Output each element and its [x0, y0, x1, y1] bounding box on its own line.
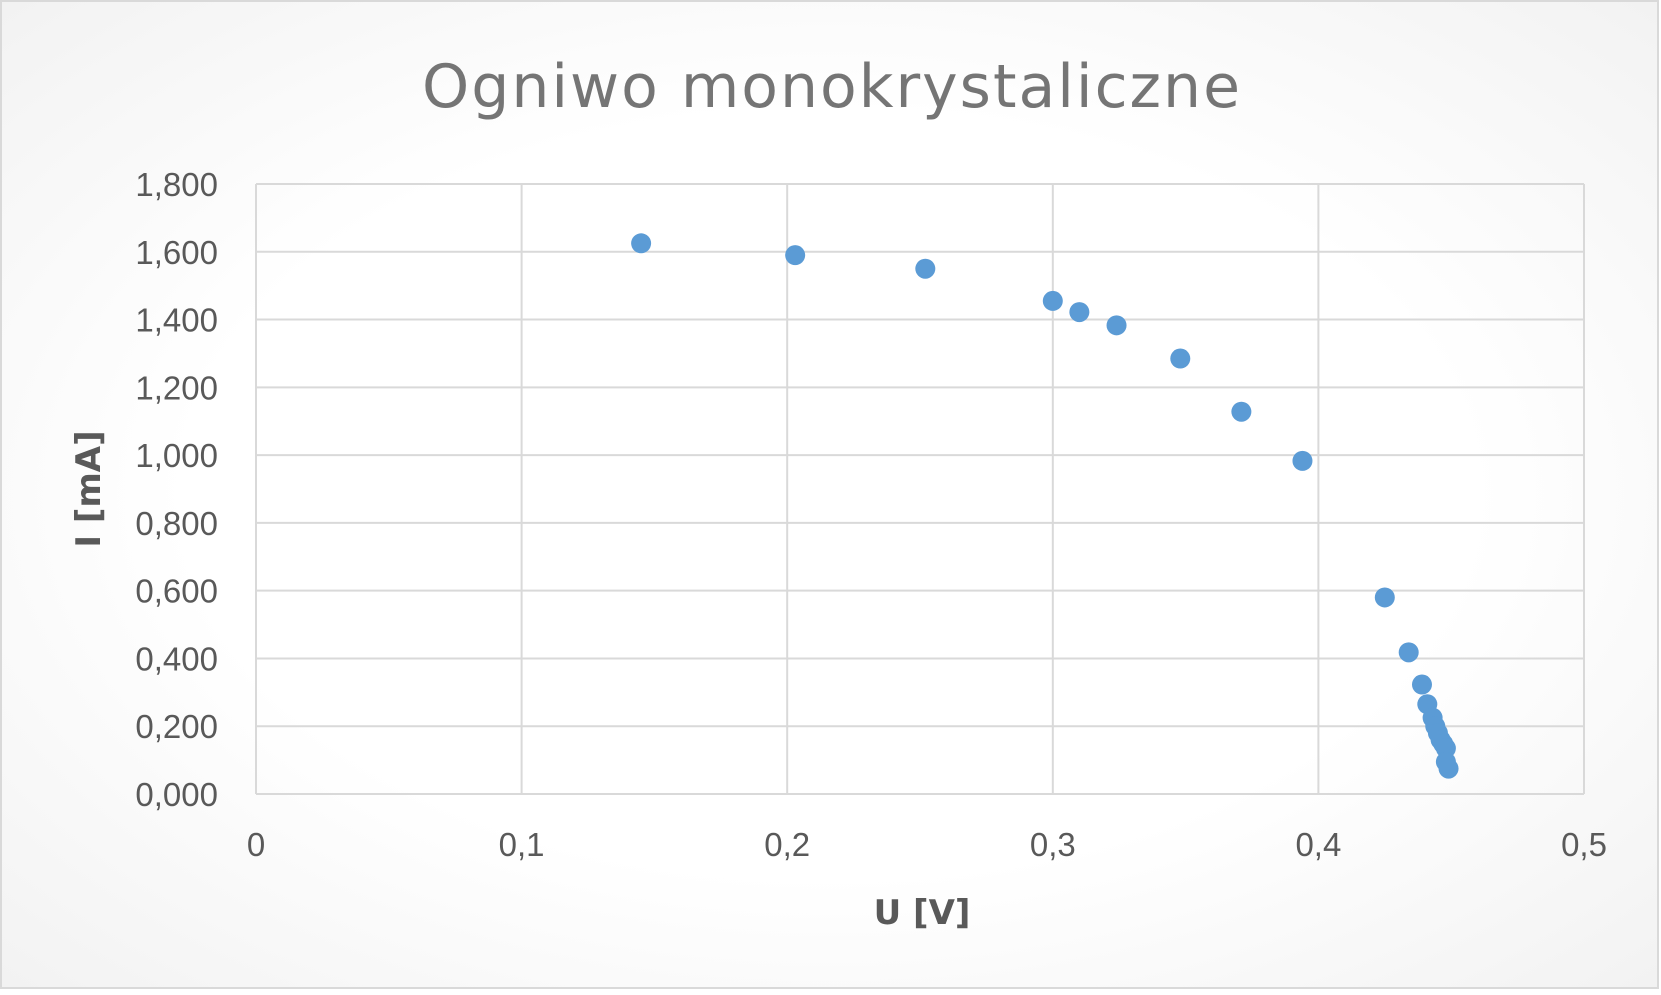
- data-point: [1374, 587, 1395, 608]
- x-axis-title: U [V]: [874, 893, 971, 933]
- y-tick-label: 0,600: [135, 573, 218, 610]
- y-tick-labels: 0,000 0,200 0,400 0,600 0,800 1,000 1,200 1,400…: [135, 166, 218, 813]
- x-tick-label: 0,3: [1030, 826, 1076, 863]
- data-point: [1170, 348, 1191, 369]
- x-tick-label: 0,1: [499, 826, 545, 863]
- data-point: [785, 245, 806, 266]
- y-tick-label: 1,400: [135, 302, 218, 339]
- x-tick-label: 0,2: [764, 826, 810, 863]
- x-tick-label: 0: [247, 826, 265, 863]
- chart-title: Ogniwo monokrystaliczne: [422, 52, 1242, 122]
- data-point: [1106, 315, 1127, 336]
- y-axis-title: I [mA]: [69, 430, 109, 547]
- y-tick-label: 0,800: [135, 505, 218, 542]
- y-tick-label: 1,600: [135, 234, 218, 271]
- y-tick-label: 1,800: [135, 166, 218, 203]
- data-point: [1438, 758, 1459, 779]
- data-point: [631, 233, 652, 254]
- data-point: [1042, 290, 1063, 311]
- y-tick-label: 0,200: [135, 708, 218, 745]
- data-point: [1398, 642, 1419, 663]
- y-tick-label: 1,200: [135, 369, 218, 406]
- y-tick-label: 0,400: [135, 640, 218, 677]
- y-tick-label: 0,000: [135, 776, 218, 813]
- data-point: [1069, 302, 1090, 323]
- x-tick-labels: 0 0,1 0,2 0,3 0,4 0,5: [247, 826, 1607, 863]
- x-tick-label: 0,4: [1295, 826, 1341, 863]
- data-points: [631, 233, 1459, 779]
- data-point: [1231, 401, 1252, 422]
- data-point: [1292, 450, 1313, 471]
- x-tick-label: 0,5: [1561, 826, 1607, 863]
- data-point: [1411, 674, 1432, 695]
- data-point: [915, 258, 936, 279]
- grid-layer: [255, 183, 1585, 795]
- y-tick-label: 1,000: [135, 437, 218, 474]
